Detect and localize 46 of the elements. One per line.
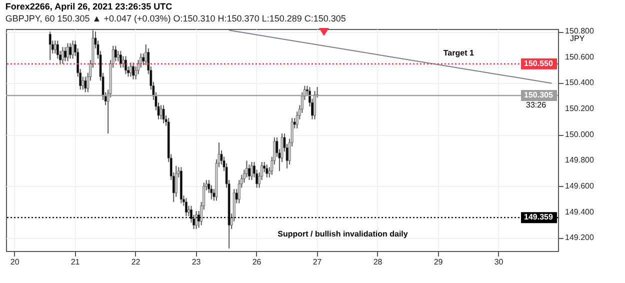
annotation: Support / bullish invalidation daily (278, 229, 408, 238)
candlestick (69, 42, 72, 60)
candlestick (250, 161, 253, 181)
candlestick (54, 40, 56, 54)
candlestick (162, 104, 165, 124)
y-tick-label: 150.400 (565, 78, 594, 88)
candlestick (124, 56, 127, 75)
x-tick-label: 29 (434, 258, 444, 266)
y-tick-label: 149.400 (565, 207, 594, 216)
chart-subtitle: GBPJPY, 60 150.305 ▲ +0.047 (+0.03%) O:150.310 H:150.370 L:150.289 C:150.305 (5, 14, 346, 24)
text: JPY (570, 34, 586, 43)
x-tick-label: 30 (494, 258, 504, 266)
candlestick (266, 164, 268, 178)
candlestick (72, 40, 74, 60)
y-tick-label: 149.600 (565, 181, 594, 190)
y-tick-label: 150.600 (565, 52, 594, 62)
ref-line-label: 150.305 (524, 90, 554, 100)
y-tick-label: 150.200 (565, 104, 594, 114)
x-tick-label: 21 (70, 258, 80, 266)
candlestick (66, 42, 69, 62)
chart-title: Forex2266, April 26, 2021 23:26:35 UTC (5, 2, 173, 12)
x-tick-label: 27 (312, 258, 322, 266)
annotation: 33:26 (526, 100, 547, 110)
x-tick-label: 23 (192, 258, 202, 266)
candlestick (314, 90, 316, 120)
candlestick (195, 210, 198, 230)
x-tick-label: 28 (373, 258, 383, 266)
x-tick-label: 22 (131, 258, 141, 266)
x-tick-label: 26 (252, 258, 262, 266)
candlestick (56, 40, 59, 60)
candlestick (160, 104, 162, 120)
ref-line-label: 150.550 (524, 58, 554, 68)
candlestick (84, 76, 87, 93)
candlestick (64, 46, 66, 62)
y-tick-label: 150.800 (565, 26, 594, 36)
y-tick-label: 150.000 (565, 130, 594, 139)
candlestick (132, 62, 134, 80)
y-tick-label: 149.200 (565, 233, 594, 242)
ref-line-label: 149.359 (524, 212, 554, 222)
candlestick (62, 46, 64, 64)
candlestick (248, 164, 250, 181)
y-tick-label: 149.800 (565, 156, 594, 165)
candlestick (130, 62, 132, 78)
annotation: Target 1 (443, 48, 474, 58)
candlestick (119, 50, 122, 68)
x-tick-label: 20 (10, 258, 20, 266)
